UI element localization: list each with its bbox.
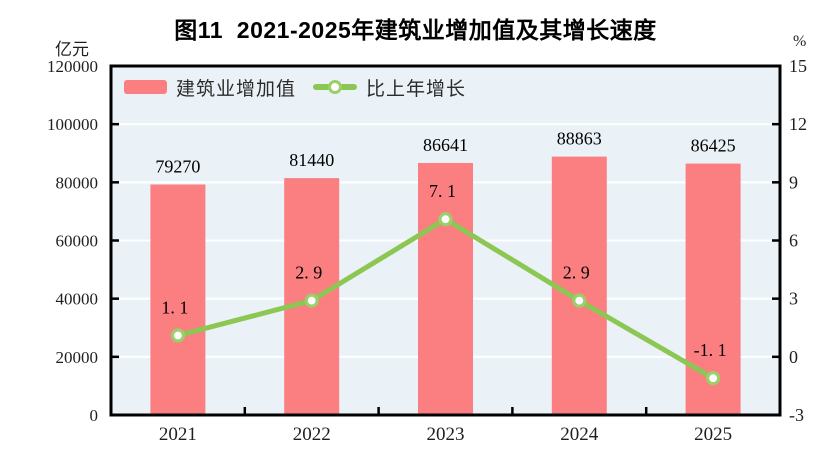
right-axis-tick-label: 0 [789,347,798,367]
plot-border [109,64,782,417]
growth-value-label: 2. 9 [563,263,590,283]
right-axis-unit-label: % [793,33,807,50]
legend-bar-label: 建筑业增加值 [176,78,297,100]
growth-value-label: -1. 1 [694,340,727,360]
bar-value-label: 88863 [557,129,602,149]
legend-bar-swatch [124,80,167,94]
growth-value-label: 2. 9 [295,263,322,283]
right-axis-tick-label: 15 [789,56,807,76]
legend-line-marker-icon [328,80,343,94]
right-axis-tick-label: 12 [789,114,807,134]
growth-value-label: 1. 1 [161,298,188,318]
right-axis-tick-label: 9 [789,172,798,192]
bar-value-label: 86425 [691,136,736,156]
left-axis-tick-label: 0 [90,406,99,425]
x-axis-category-label: 2021 [159,424,197,445]
bar [150,184,206,415]
left-axis-tick-label: 120000 [47,57,98,76]
legend: 建筑业增加值 比上年增长 [124,77,466,100]
x-axis-category-label: 2024 [560,424,599,445]
legend-line-symbol [313,78,358,96]
right-axis-tick-label: 6 [789,231,798,251]
line-marker-icon [705,371,721,386]
bar-value-label: 86641 [423,135,468,155]
right-axis-tick-label: -3 [789,405,804,425]
chart-title: 图11 2021-2025年建筑业增加值及其增长速度 [174,17,657,43]
left-axis-tick-label: 100000 [47,115,98,134]
bar-value-label: 81440 [289,150,334,170]
left-axis-tick-label: 80000 [56,173,99,192]
left-axis-tick-label: 60000 [56,232,99,251]
line-marker-icon [170,328,185,343]
x-axis-category-label: 2025 [694,424,732,445]
bar [551,156,607,415]
legend-line-label: 比上年增长 [366,78,467,100]
line-marker-icon [438,212,453,227]
bar [418,163,473,415]
growth-value-label: 7. 1 [429,181,456,201]
left-axis-unit-label: 亿元 [55,40,89,59]
left-axis-tick-label: 20000 [56,348,99,367]
x-axis-category-label: 2023 [427,424,465,445]
right-axis-tick-label: 3 [789,289,798,309]
line-marker-icon [572,293,587,308]
line-marker-icon [304,293,319,308]
x-axis-category-label: 2022 [293,424,331,445]
left-axis-tick-label: 40000 [56,290,99,309]
bar-value-label: 79270 [155,157,200,177]
